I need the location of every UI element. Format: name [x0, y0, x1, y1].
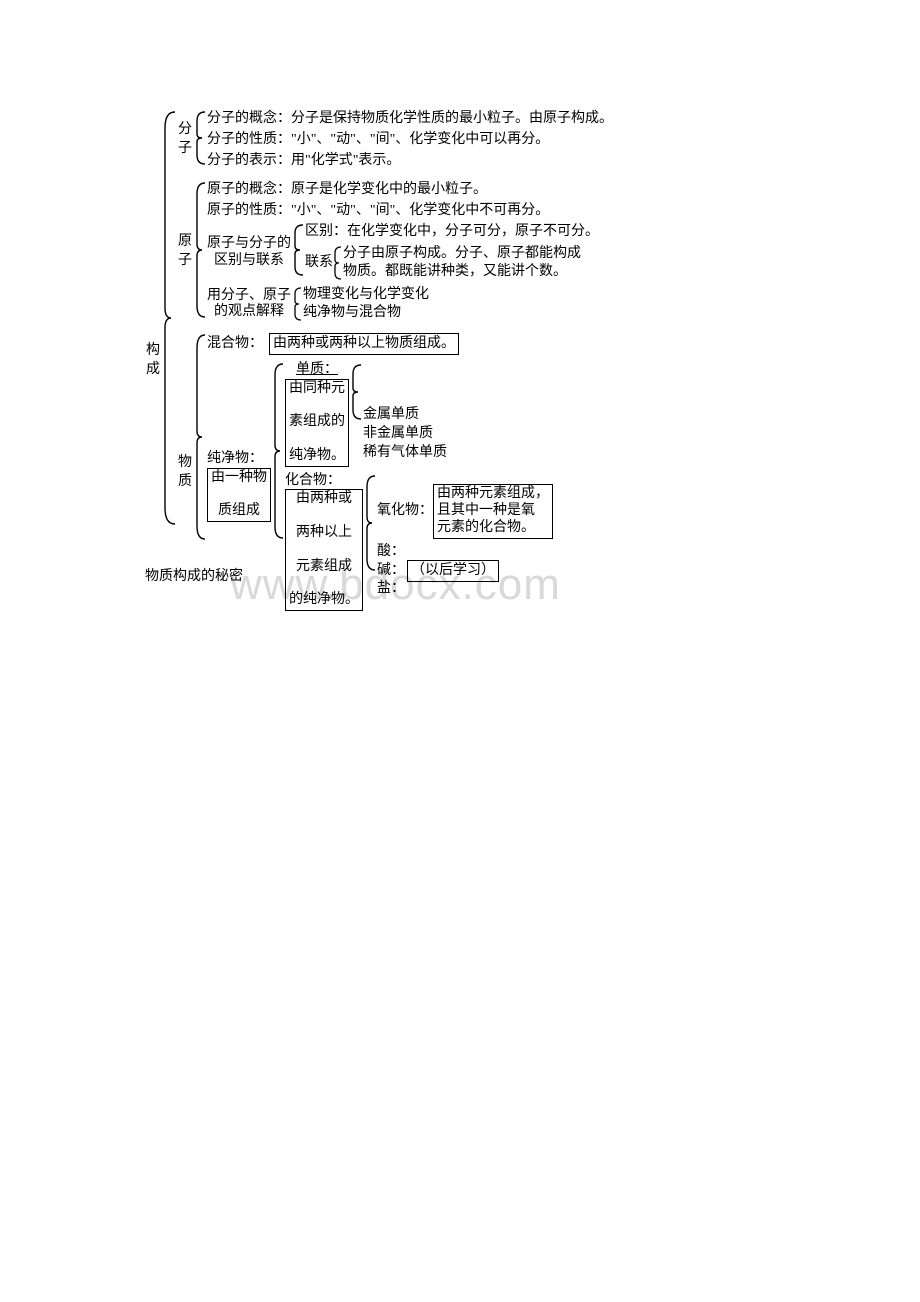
danzhi-box-l3: 纯净物。	[289, 448, 345, 465]
danzhi-label-block: 单质： 由同种元 素组成的 纯净物。	[285, 362, 351, 467]
brace-root	[163, 108, 177, 614]
chunjing-label: 纯净物：	[207, 451, 263, 468]
yuanzi-label: 原 子	[177, 180, 195, 325]
yan-label: 盐：	[377, 580, 405, 599]
yz-diff-label2: 区别与联系	[207, 253, 291, 270]
wuzhi-char1: 物	[177, 454, 193, 473]
yanghua-box-l2: 且其中一种是氧	[437, 503, 535, 518]
yuanzi-property: 原子的性质："小"、"动"、"间"、化学变化中不可再分。	[207, 201, 599, 222]
yz-diff-label: 原子与分子的 区别与联系	[207, 222, 293, 283]
diagram-root: 构 成 分 子 分子的概念：分子是保持物质化学性质的最小粒子。由原子构成。 分子…	[145, 108, 785, 614]
later-box: （以后学习）	[407, 560, 499, 582]
brace-danzhi	[351, 362, 363, 467]
yz-view-line1: 物理变化与化学变化	[303, 286, 429, 305]
yz-view-line2: 纯净物与混合物	[303, 304, 429, 323]
fenzi-label: 分 子	[177, 109, 195, 172]
yz-view-label1: 用分子、原子	[207, 288, 291, 305]
brace-lianxi	[333, 244, 343, 282]
brace-huahe	[365, 473, 377, 611]
chunjing-box-l2: 质组成	[211, 503, 267, 520]
yz-lianxi-line1: 分子由原子构成。分子、原子都能构成	[343, 245, 581, 264]
caption-text: 物质构成的秘密	[145, 565, 243, 585]
fenzi-property: 分子的性质："小"、"动"、"间"、化学变化中可以再分。	[207, 130, 613, 151]
brace-yuanzi	[195, 180, 207, 325]
hunhe-label: 混合物：	[207, 335, 263, 354]
yuanzi-char1: 原	[177, 233, 193, 252]
jian-label: 碱：	[377, 562, 405, 581]
yanghua-box-l3: 元素的化合物。	[437, 520, 535, 535]
danzhi-item-metal: 金属单质	[363, 406, 447, 425]
yz-lianxi-line2: 物质。都既能讲种类，又能讲个数。	[343, 263, 581, 282]
yanghua-box: 由两种元素组成， 且其中一种是氧 元素的化合物。	[433, 484, 553, 538]
chunjing-box: 由一种物 质组成	[207, 468, 271, 522]
danzhi-box: 由同种元 素组成的 纯净物。	[285, 379, 349, 467]
huahe-box-l4: 的纯净物。	[289, 592, 359, 609]
root-label-char1: 构	[145, 342, 161, 361]
brace-yz-diff	[293, 222, 305, 283]
suan-label: 酸：	[377, 543, 405, 562]
huahe-box-l1: 由两种或	[289, 491, 359, 508]
yz-lianxi-text: 联系	[305, 254, 333, 273]
yanghua-label: 氧化物：	[377, 502, 433, 521]
yz-lianxi-label: 联系	[305, 244, 333, 282]
hunhe-box: 由两种或两种以上物质组成。	[269, 333, 459, 355]
root-label-char2: 成	[145, 361, 161, 380]
huahe-box: 由两种或 两种以上 元素组成 的纯净物。	[285, 489, 363, 611]
yuanzi-concept: 原子的概念：原子是化学变化中的最小粒子。	[207, 180, 599, 201]
danzhi-box-l2: 素组成的	[289, 414, 345, 431]
fenzi-express: 分子的表示：用"化学式"表示。	[207, 151, 613, 172]
danzhi-item-nonmetal: 非金属单质	[363, 425, 447, 444]
huahe-label: 化合物：	[285, 473, 341, 490]
brace-fenzi	[195, 109, 207, 172]
huahe-box-l2: 两种以上	[289, 525, 359, 542]
wuzhi-char2: 质	[177, 473, 193, 492]
chunjing-box-l1: 由一种物	[211, 470, 267, 487]
yz-view-label: 用分子、原子 的观点解释	[207, 285, 293, 323]
brace-chunjing	[273, 361, 285, 612]
yz-view-label2: 的观点解释	[207, 304, 291, 321]
danzhi-label: 单质：	[296, 362, 338, 379]
yuanzi-char2: 子	[177, 252, 193, 271]
yz-diff-qubie: 区别：在化学变化中，分子可分，原子不可分。	[305, 222, 599, 243]
danzhi-box-l1: 由同种元	[289, 381, 345, 398]
root-label: 构 成	[145, 108, 163, 614]
huahe-label-block: 化合物： 由两种或 两种以上 元素组成 的纯净物。	[285, 473, 365, 611]
huahe-box-l3: 元素组成	[289, 559, 359, 576]
danzhi-item-noble: 稀有气体单质	[363, 444, 447, 463]
yz-diff-label1: 原子与分子的	[207, 236, 291, 253]
fenzi-char2: 子	[177, 140, 193, 159]
fenzi-char1: 分	[177, 121, 193, 140]
yanghua-box-l1: 由两种元素组成，	[437, 486, 549, 501]
fenzi-concept: 分子的概念：分子是保持物质化学性质的最小粒子。由原子构成。	[207, 109, 613, 130]
brace-yz-view	[293, 285, 303, 323]
